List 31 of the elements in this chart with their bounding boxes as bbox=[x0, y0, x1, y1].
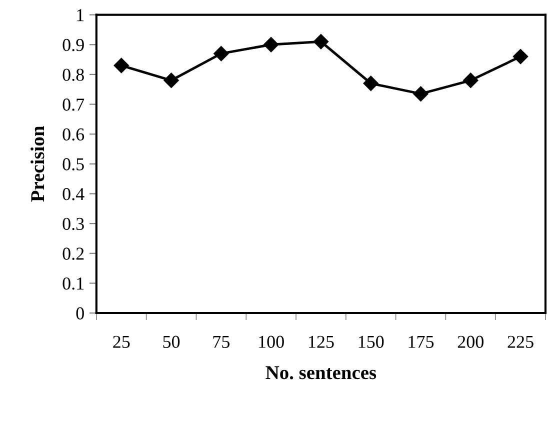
point bbox=[512, 48, 528, 64]
y-tick-label: 0.5 bbox=[62, 158, 84, 170]
x-tick-label: 225 bbox=[508, 336, 534, 348]
point bbox=[363, 76, 378, 91]
point bbox=[114, 58, 129, 74]
y-tick-label: 0.2 bbox=[62, 248, 84, 260]
x-tick-label: 50 bbox=[163, 336, 180, 348]
point bbox=[313, 34, 329, 50]
x-tick-label: 150 bbox=[358, 336, 384, 348]
y-tick-label: 0.7 bbox=[62, 98, 84, 111]
y-tick-label: 0.1 bbox=[62, 277, 84, 290]
y-tick-label: 0.3 bbox=[62, 218, 84, 230]
x-tick-label: 25 bbox=[113, 336, 130, 348]
x-tick-label: 175 bbox=[408, 336, 434, 348]
x-axis-title: No. sentences bbox=[266, 366, 376, 380]
y-tick-label: 0.8 bbox=[62, 68, 84, 81]
point bbox=[263, 37, 279, 52]
x-tick-label: 75 bbox=[213, 336, 230, 348]
x-tick-label: 200 bbox=[458, 336, 484, 348]
point bbox=[164, 72, 179, 88]
x-tick-label: 100 bbox=[259, 336, 284, 348]
y-tick-label: 0 bbox=[76, 307, 84, 320]
y-tick-label: 0.6 bbox=[62, 128, 84, 141]
point bbox=[413, 86, 428, 102]
y-axis-title: Precision bbox=[30, 126, 44, 202]
point bbox=[463, 72, 478, 88]
x-tick-label: 125 bbox=[309, 336, 334, 348]
y-tick-label: 0.9 bbox=[62, 38, 84, 52]
y-tick-label: 0.4 bbox=[62, 188, 84, 200]
y-tick-label: 1 bbox=[77, 9, 84, 22]
point bbox=[214, 46, 229, 62]
